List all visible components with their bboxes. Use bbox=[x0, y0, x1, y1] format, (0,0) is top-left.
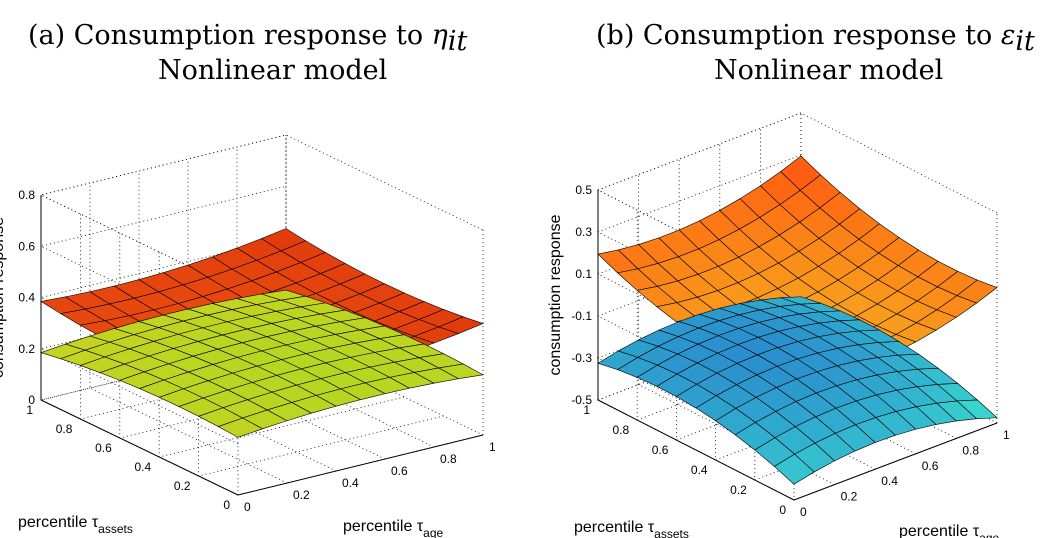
x-tick-label: 0.2 bbox=[841, 490, 858, 504]
y-tick-label: 0.4 bbox=[135, 460, 152, 474]
panel-b-title: (b) Consumption response to εit bbox=[596, 20, 1035, 57]
z-tick-label: -0.5 bbox=[571, 393, 592, 407]
y-tick-label: 0.2 bbox=[174, 479, 191, 493]
z-tick-label: -0.1 bbox=[571, 309, 592, 323]
x-tick-label: 0.6 bbox=[391, 464, 408, 478]
panel-a-title: (a) Consumption response to ηit bbox=[28, 20, 467, 57]
x-tick-label: 0.8 bbox=[962, 443, 979, 457]
x-tick-label: 0 bbox=[800, 505, 807, 519]
y-tick-label: 0.8 bbox=[613, 423, 630, 437]
panel-a-subtitle: Nonlinear model bbox=[158, 55, 387, 86]
z-tick-label: 0.5 bbox=[575, 183, 592, 197]
z-tick-label: 0.3 bbox=[575, 225, 592, 239]
z-tick-label: 0.1 bbox=[575, 267, 592, 281]
x-tick-label: 0.2 bbox=[293, 488, 310, 502]
x-tick-label: 0.6 bbox=[922, 459, 939, 473]
y-tick-label: 0.8 bbox=[56, 422, 73, 436]
x-tick-label: 0.4 bbox=[342, 476, 359, 490]
y-tick-label: 0 bbox=[223, 498, 230, 512]
z-axis-label: consumption response bbox=[0, 217, 7, 378]
x-tick-label: 0.8 bbox=[440, 452, 457, 466]
x-axis-label: percentile τage bbox=[899, 523, 999, 538]
y-axis-label: percentile τassets bbox=[574, 519, 689, 538]
y-tick-label: 0 bbox=[779, 503, 786, 517]
panel-b-plot: 00.20.40.60.8100.20.40.60.81-0.5-0.3-0.1… bbox=[547, 113, 1010, 538]
x-tick-label: 0 bbox=[244, 500, 251, 514]
x-axis-label: percentile τage bbox=[343, 518, 443, 538]
z-tick-label: 0.6 bbox=[18, 239, 35, 253]
panel-b-subtitle: Nonlinear model bbox=[714, 55, 943, 86]
x-tick-label: 1 bbox=[1003, 428, 1010, 442]
y-tick-label: 0.6 bbox=[652, 443, 669, 457]
y-tick-label: 0.2 bbox=[730, 483, 747, 497]
x-tick-label: 1 bbox=[489, 440, 496, 454]
z-tick-label: 0.2 bbox=[18, 342, 35, 356]
y-tick-label: 0.6 bbox=[95, 441, 112, 455]
x-tick-label: 0.4 bbox=[881, 474, 898, 488]
z-axis-label: consumption response bbox=[547, 214, 564, 375]
y-tick-label: 0.4 bbox=[691, 463, 708, 477]
z-tick-label: 0 bbox=[28, 393, 35, 407]
z-tick-label: 0.8 bbox=[18, 188, 35, 202]
z-tick-label: 0.4 bbox=[18, 291, 35, 305]
z-tick-label: -0.3 bbox=[571, 351, 592, 365]
y-axis-label: percentile τassets bbox=[18, 514, 133, 536]
panel-a-plot: 00.20.40.60.8100.20.40.60.8100.20.40.60.… bbox=[0, 135, 496, 538]
